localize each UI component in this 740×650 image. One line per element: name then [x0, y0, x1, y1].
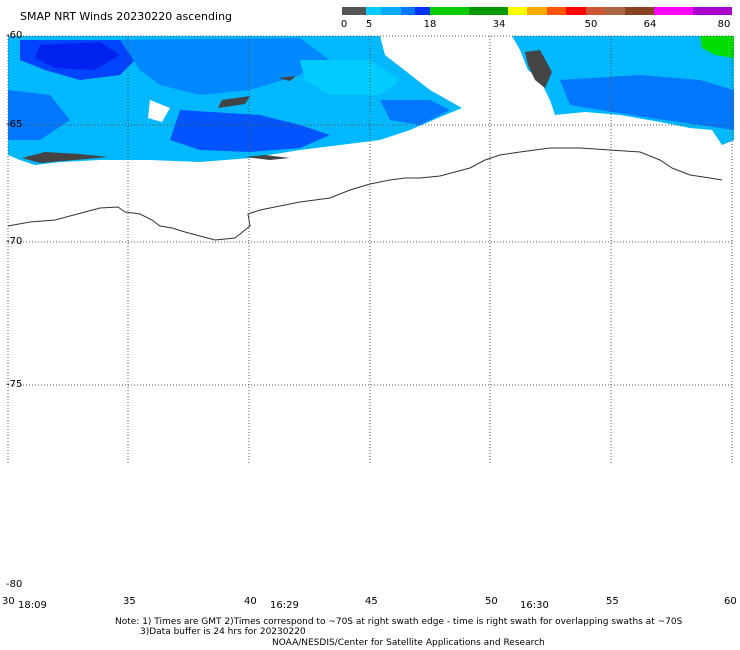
color-scale-segment [605, 7, 625, 15]
color-scale-tick-label: 80 [717, 19, 731, 30]
grid-lines [7, 35, 733, 465]
color-scale-tick-label: 5 [365, 19, 373, 30]
color-scale-segment [654, 7, 693, 15]
longitude-tick-label: 60 [724, 596, 737, 607]
color-scale-segment [429, 7, 469, 15]
color-scale-segment [585, 7, 606, 15]
latitude-tick-label: -60 [6, 30, 23, 41]
color-scale-segment [546, 7, 567, 15]
longitude-tick-label: 35 [123, 596, 136, 607]
color-scale-segment [527, 7, 547, 15]
color-scale-labels: 0 5 18 34 50 64 80 [0, 19, 740, 33]
color-scale-tick-label: 64 [643, 19, 657, 30]
latitude-tick-label: -75 [6, 379, 23, 390]
time-label-2: 16:29 [270, 600, 299, 611]
latitude-tick-label: -70 [6, 236, 23, 247]
antarctic-coastline [7, 147, 723, 241]
color-scale-segment [468, 7, 508, 15]
longitude-tick-label: 50 [485, 596, 498, 607]
color-scale-segment [415, 7, 430, 15]
color-scale-segment [366, 7, 381, 15]
color-scale-segment [342, 7, 367, 15]
color-scale-segment [693, 7, 732, 15]
map-title: SMAP NRT Winds 20230220 ascending [20, 10, 233, 23]
note-line-3: NOAA/NESDIS/Center for Satellite Applica… [272, 638, 545, 648]
color-scale-segment [381, 7, 401, 15]
color-scale-tick-label: 18 [423, 19, 437, 30]
latitude-tick-label: -80 [6, 579, 23, 590]
latitude-tick-label: -65 [6, 119, 23, 130]
color-scale-tick-label: 0 [340, 19, 348, 30]
longitude-tick-label: 40 [244, 596, 257, 607]
note-line-1: Note: 1) Times are GMT 2)Times correspon… [115, 617, 683, 627]
color-scale-segment [566, 7, 586, 15]
color-scale-segment [507, 7, 528, 15]
longitude-tick-label: 30 [2, 596, 15, 607]
color-scale-segment [624, 7, 654, 15]
time-label-3: 16:30 [520, 600, 549, 611]
wind-swath-left [8, 36, 462, 165]
color-scale-segment [400, 7, 416, 15]
color-scale-tick-label: 34 [492, 19, 506, 30]
longitude-tick-label: 55 [606, 596, 619, 607]
time-label-1: 18:09 [18, 600, 47, 611]
color-scale-tick-label: 50 [584, 19, 598, 30]
wind-swath-right [512, 36, 734, 145]
longitude-tick-label: 45 [365, 596, 378, 607]
note-line-2: 3)Data buffer is 24 hrs for 20230220 [140, 627, 306, 637]
